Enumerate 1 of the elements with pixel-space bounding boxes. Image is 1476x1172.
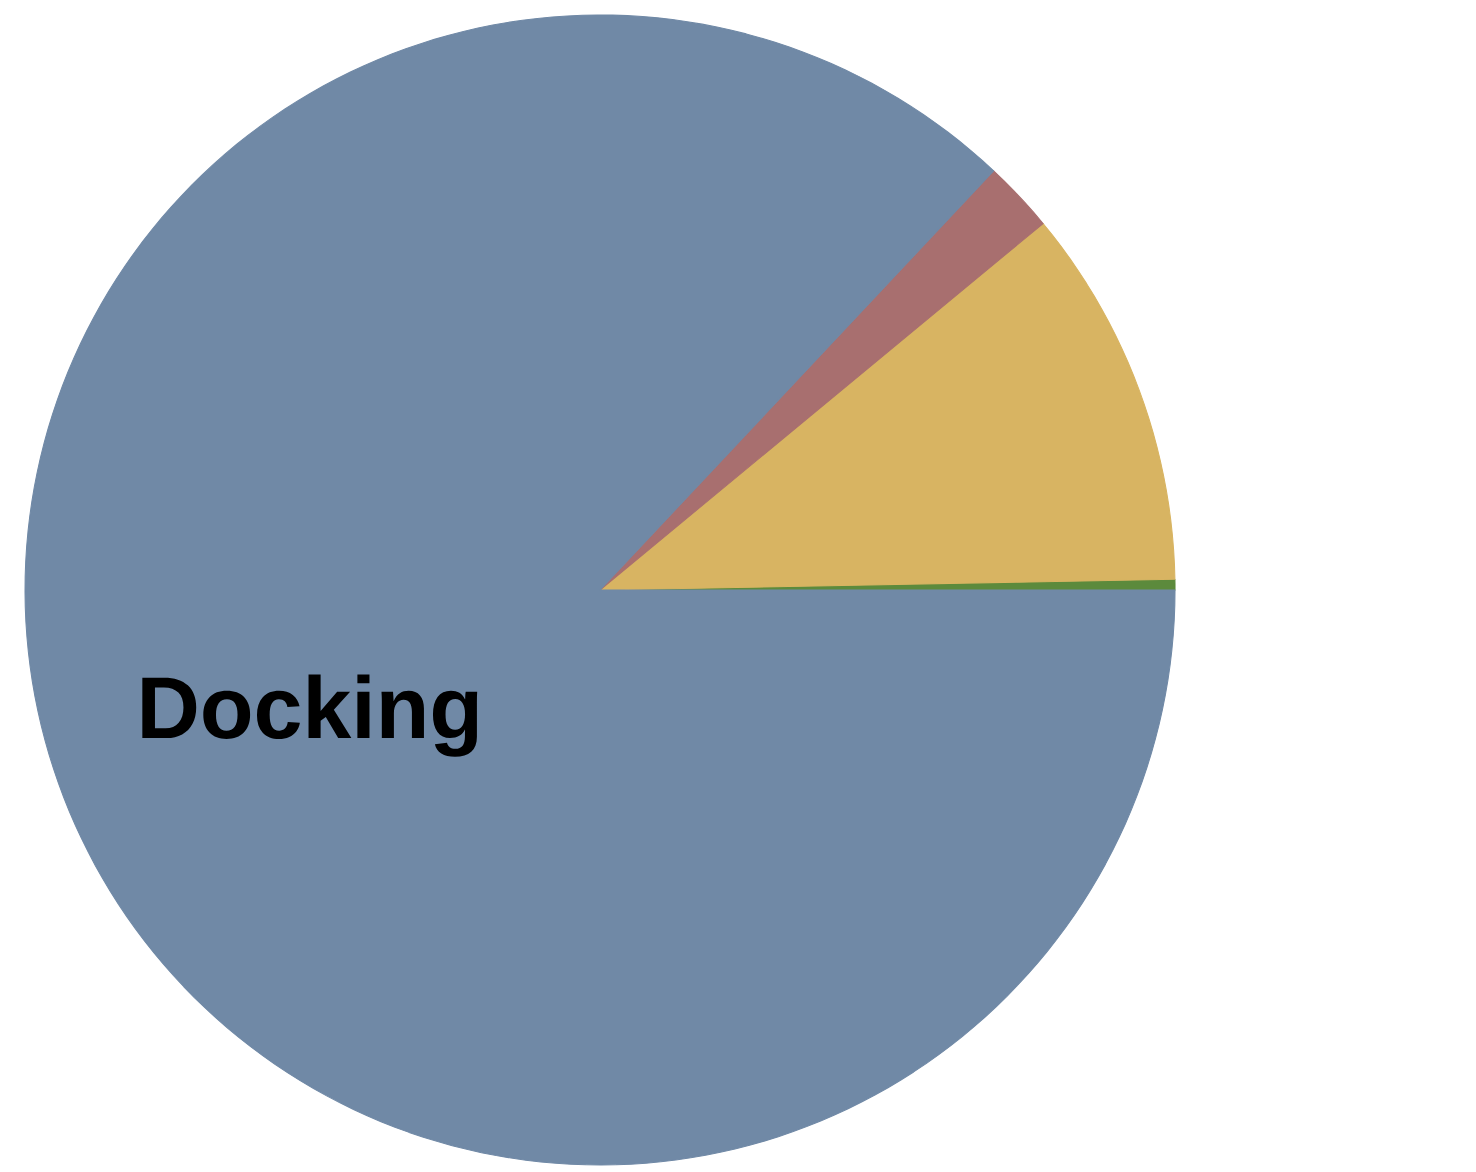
slice-label: Docking: [142, 674, 478, 757]
